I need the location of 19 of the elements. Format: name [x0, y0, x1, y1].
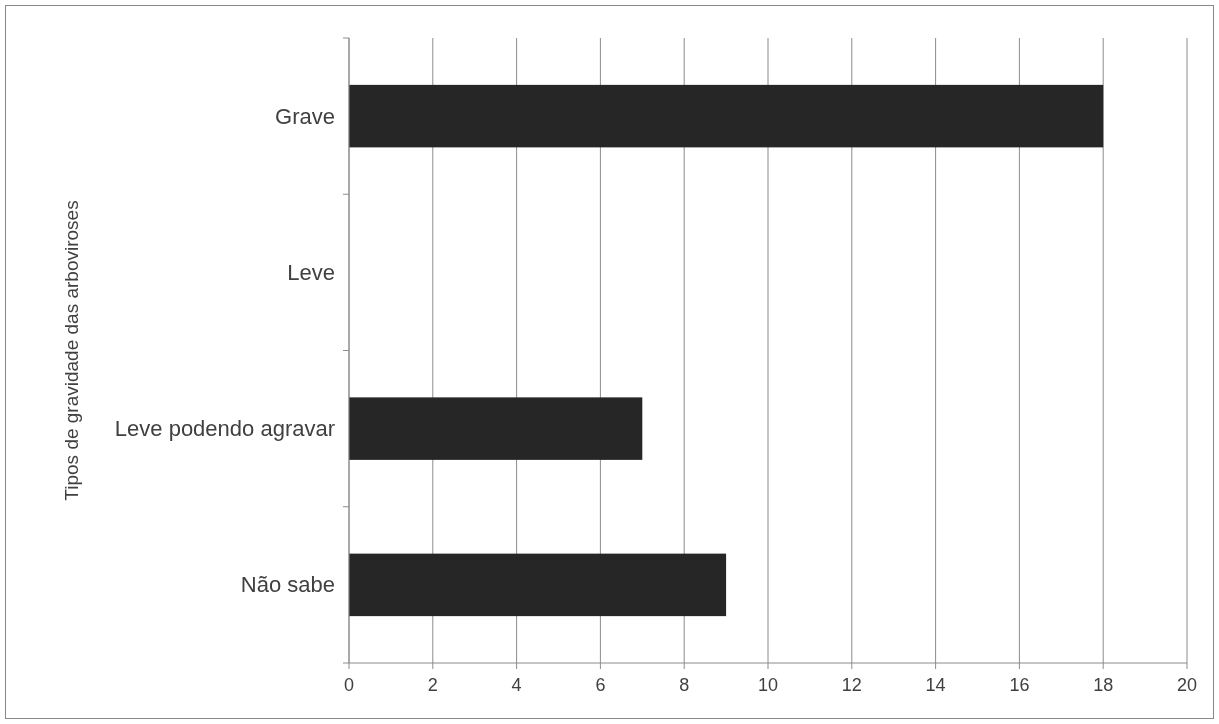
x-tick-label: 6 — [595, 675, 606, 695]
bar — [349, 553, 727, 617]
x-tick-label: 12 — [841, 675, 862, 695]
y-tick-label: Leve podendo agravar — [114, 416, 335, 442]
y-tick-label: Grave — [275, 103, 335, 129]
x-tick-label: 10 — [757, 675, 779, 695]
bar — [349, 84, 1104, 148]
x-tick-label: 2 — [427, 675, 438, 695]
x-tick-label: 8 — [679, 675, 690, 695]
x-tick-label: 18 — [1093, 675, 1114, 695]
x-tick-label: 4 — [511, 675, 522, 695]
bar — [349, 397, 643, 460]
x-tick-label: 20 — [1176, 675, 1198, 695]
y-tick-label: Leve — [287, 259, 335, 285]
x-tick-label: 14 — [925, 675, 946, 695]
x-tick-label: 16 — [1009, 675, 1030, 695]
y-tick-label: Não sabe — [240, 572, 335, 598]
x-tick-label: 0 — [343, 675, 355, 695]
y-axis-title: Tipos de gravidade das arboviroses — [61, 200, 82, 501]
